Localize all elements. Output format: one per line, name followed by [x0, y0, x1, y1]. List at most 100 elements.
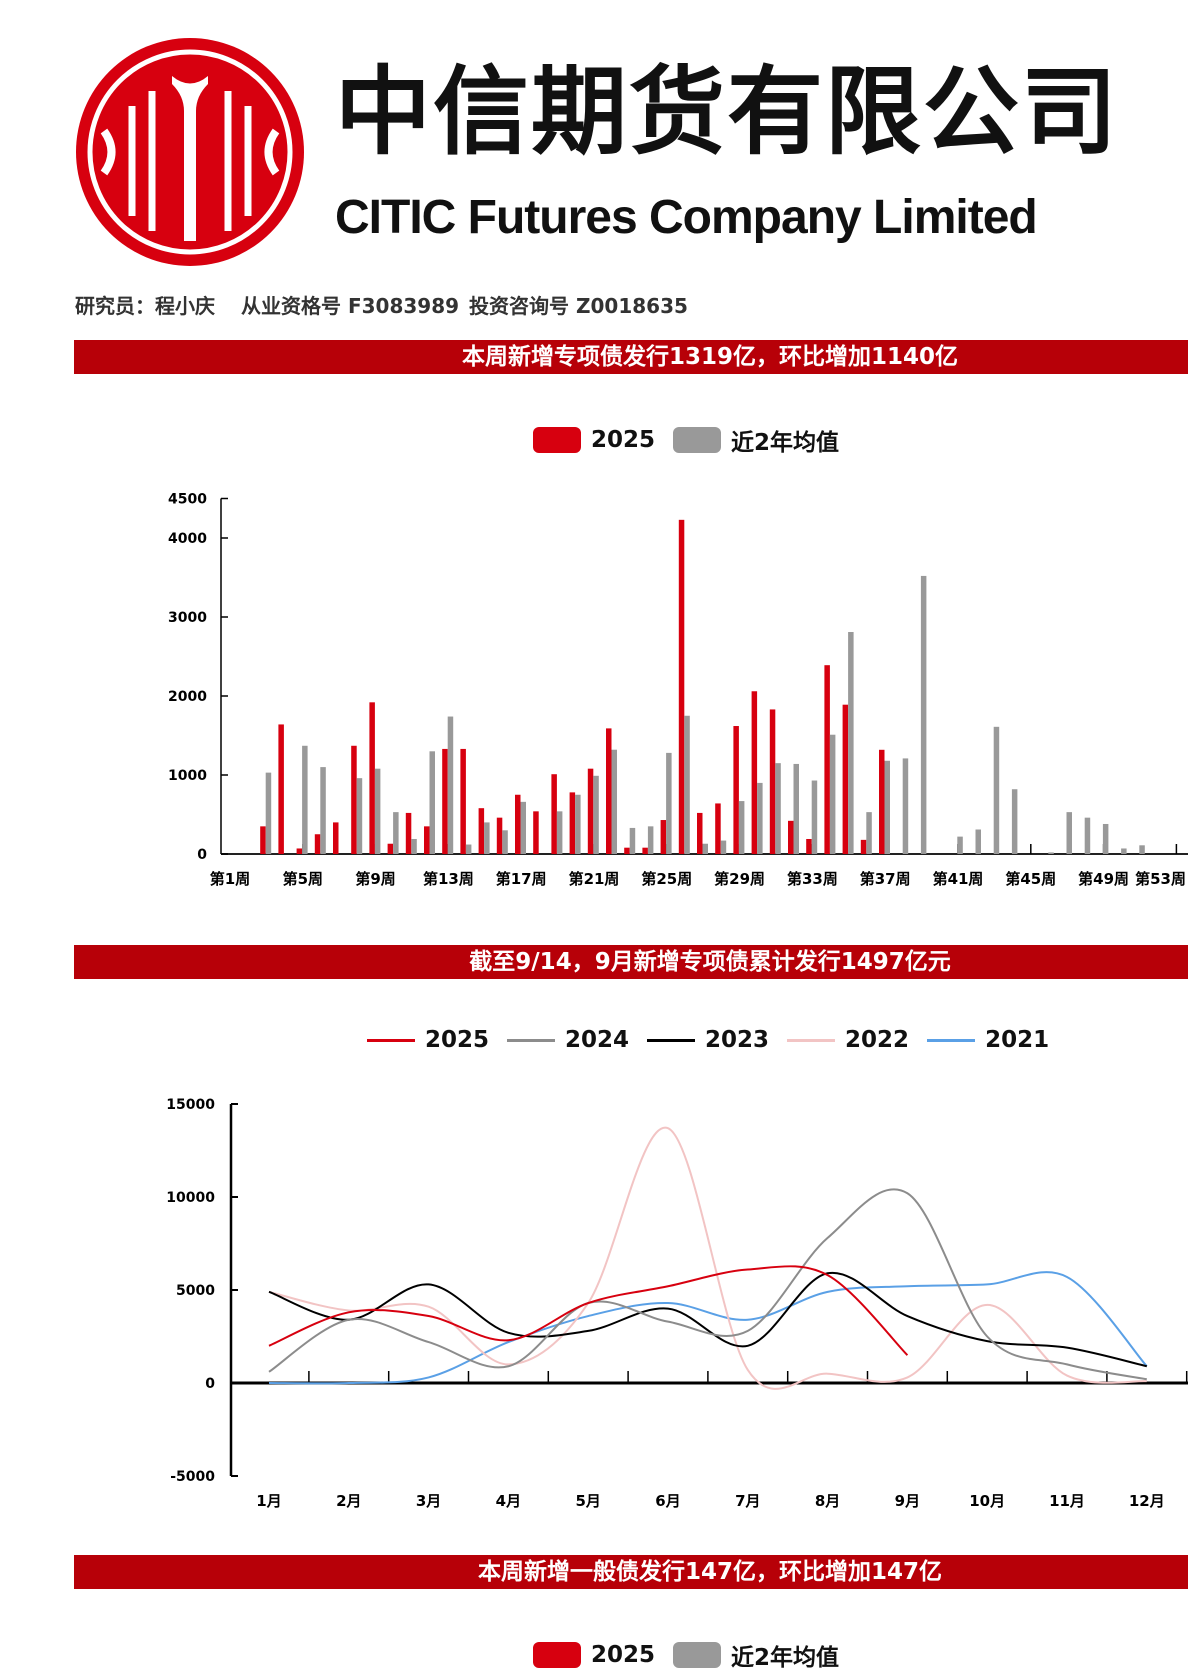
banner-text: 本周新增一般债发行147亿，环比增加147亿 [477, 1559, 943, 1585]
x-tick-label: 第21周 [569, 870, 620, 888]
y-tick-label: 15000 [166, 1097, 215, 1113]
bar-2025-week-11 [405, 812, 412, 854]
bar-2025-week-17 [515, 794, 521, 854]
bar-avg-week-11 [411, 838, 417, 854]
bar-2025-week-19 [551, 774, 557, 854]
bar-avg-week-26 [684, 715, 690, 854]
bar-avg-week-5 [302, 745, 308, 854]
company-name-cn: 中信期货有限公司 [335, 55, 1119, 168]
section-banner-1: 本周新增专项债发行1319亿，环比增加1140亿 [74, 340, 1188, 374]
legend-swatch [533, 427, 581, 453]
bar-2025-week-16 [496, 817, 503, 854]
bar-avg-week-28 [720, 840, 727, 854]
company-name-en: CITIC Futures Company Limited [335, 191, 1038, 244]
bar-2025-week-37 [879, 749, 885, 854]
bar-2025-week-30 [751, 691, 758, 854]
x-tick-label: 第29周 [714, 870, 765, 888]
bar-avg-week-48 [1084, 817, 1091, 854]
legend-label: 2025 [591, 1642, 656, 1668]
legend-line [367, 1038, 415, 1042]
bar-2025-week-33 [806, 838, 812, 854]
chart2-legend: 2025 2024 2023 2022 2021 [367, 1027, 1057, 1053]
bar-avg-week-25 [666, 752, 672, 854]
x-tick-label: 第53周 [1135, 870, 1186, 888]
line-series-2023 [268, 1271, 1148, 1368]
legend-swatch [673, 427, 722, 453]
y-tick-label: 5000 [176, 1283, 215, 1299]
bar-2025-week-10 [387, 843, 394, 854]
bar-2025-week-3 [260, 826, 266, 854]
y-tick-label: 4000 [168, 531, 207, 547]
bar-avg-week-6 [320, 767, 326, 854]
legend-label: 2022 [845, 1027, 910, 1053]
chart3-legend: 2025 近2年均值 [533, 1638, 847, 1672]
legend-item-2025: 2025 [533, 1642, 655, 1668]
y-tick-label: 0 [205, 1376, 215, 1392]
bar-avg-week-33 [811, 780, 818, 854]
legend-item-2024: 2024 [507, 1027, 629, 1053]
legend-label: 近2年均值 [731, 1645, 840, 1671]
bar-avg-week-24 [647, 826, 654, 854]
bar-avg-week-37 [884, 760, 890, 854]
legend-line [927, 1038, 976, 1042]
bar-2025-week-27 [697, 812, 703, 854]
x-tick-label: 6月 [655, 1492, 680, 1510]
consult-number: 投资咨询号 Z0018635 [469, 294, 688, 318]
bar-2025-week-24 [642, 847, 648, 854]
bar-avg-week-47 [1066, 812, 1072, 854]
x-tick-label: 8月 [815, 1492, 840, 1510]
bar-2025-week-7 [333, 822, 339, 854]
x-tick-label: 9月 [895, 1492, 920, 1510]
bar-avg-week-22 [611, 749, 617, 854]
y-tick-label: 2000 [168, 689, 207, 705]
x-tick-label: 第17周 [496, 870, 547, 888]
x-tick-label: 第1周 [210, 870, 250, 888]
chart1-legend: 2025 近2年均值 [533, 423, 847, 457]
bar-avg-week-23 [629, 827, 636, 854]
bar-2025-week-23 [624, 847, 630, 854]
bar-avg-week-35 [848, 632, 854, 854]
citic-logo [76, 38, 304, 266]
bar-avg-week-8 [356, 778, 363, 854]
bar-2025-week-26 [678, 519, 685, 854]
line-series-2022 [268, 1126, 1147, 1390]
legend-label: 2021 [985, 1027, 1050, 1053]
legend-item-avg: 近2年均值 [673, 1638, 839, 1672]
weekly-special-bond-bar-chart: 0 1000 2000 3000 4000 4500 第1周 第5周 第9周 第13周 第17周 第2… [168, 492, 1188, 888]
bar-2025-week-25 [660, 820, 667, 854]
bar-avg-week-51 [1139, 845, 1145, 854]
x-tick-label: 第25周 [641, 870, 692, 888]
x-tick-label: 3月 [416, 1492, 441, 1510]
bar-avg-week-41 [957, 836, 963, 854]
x-tick-label: 1月 [256, 1492, 281, 1510]
bar-2025-week-28 [715, 803, 721, 854]
y-tick-label: 4500 [168, 492, 207, 508]
bar-avg-week-31 [775, 763, 781, 854]
bar-avg-week-39 [920, 575, 927, 854]
legend-swatch [533, 1642, 581, 1668]
bar-avg-week-13 [447, 716, 454, 854]
legend-item-2021: 2021 [927, 1027, 1049, 1053]
legend-label: 2025 [425, 1027, 490, 1053]
researcher-name: 研究员：程小庆 [75, 294, 215, 318]
y-tick-label: 10000 [166, 1190, 215, 1206]
researcher-info: 研究员：程小庆 从业资格号 F3083989 投资咨询号 Z0018635 [75, 290, 714, 319]
bar-avg-week-14 [465, 844, 472, 854]
y-tick-label: 1000 [168, 768, 207, 784]
bar-avg-week-21 [593, 775, 599, 854]
bar-avg-week-19 [556, 811, 563, 854]
bar-2025-week-18 [533, 811, 539, 854]
x-tick-label: 11月 [1049, 1492, 1085, 1510]
bar-2025-week-5 [296, 848, 303, 854]
bar-avg-week-42 [975, 829, 981, 854]
bar-2025-week-15 [478, 808, 485, 854]
bar-2025-week-34 [824, 665, 830, 854]
legend-label: 2025 [591, 427, 656, 453]
y-tick-label: -5000 [170, 1469, 215, 1485]
legend-item-2025: 2025 [533, 427, 655, 453]
x-tick-label: 第37周 [860, 870, 911, 888]
legend-label: 2023 [705, 1027, 770, 1053]
bar-2025-week-13 [442, 748, 448, 854]
x-tick-label: 2月 [336, 1492, 361, 1510]
x-tick-label: 第13周 [423, 870, 474, 888]
